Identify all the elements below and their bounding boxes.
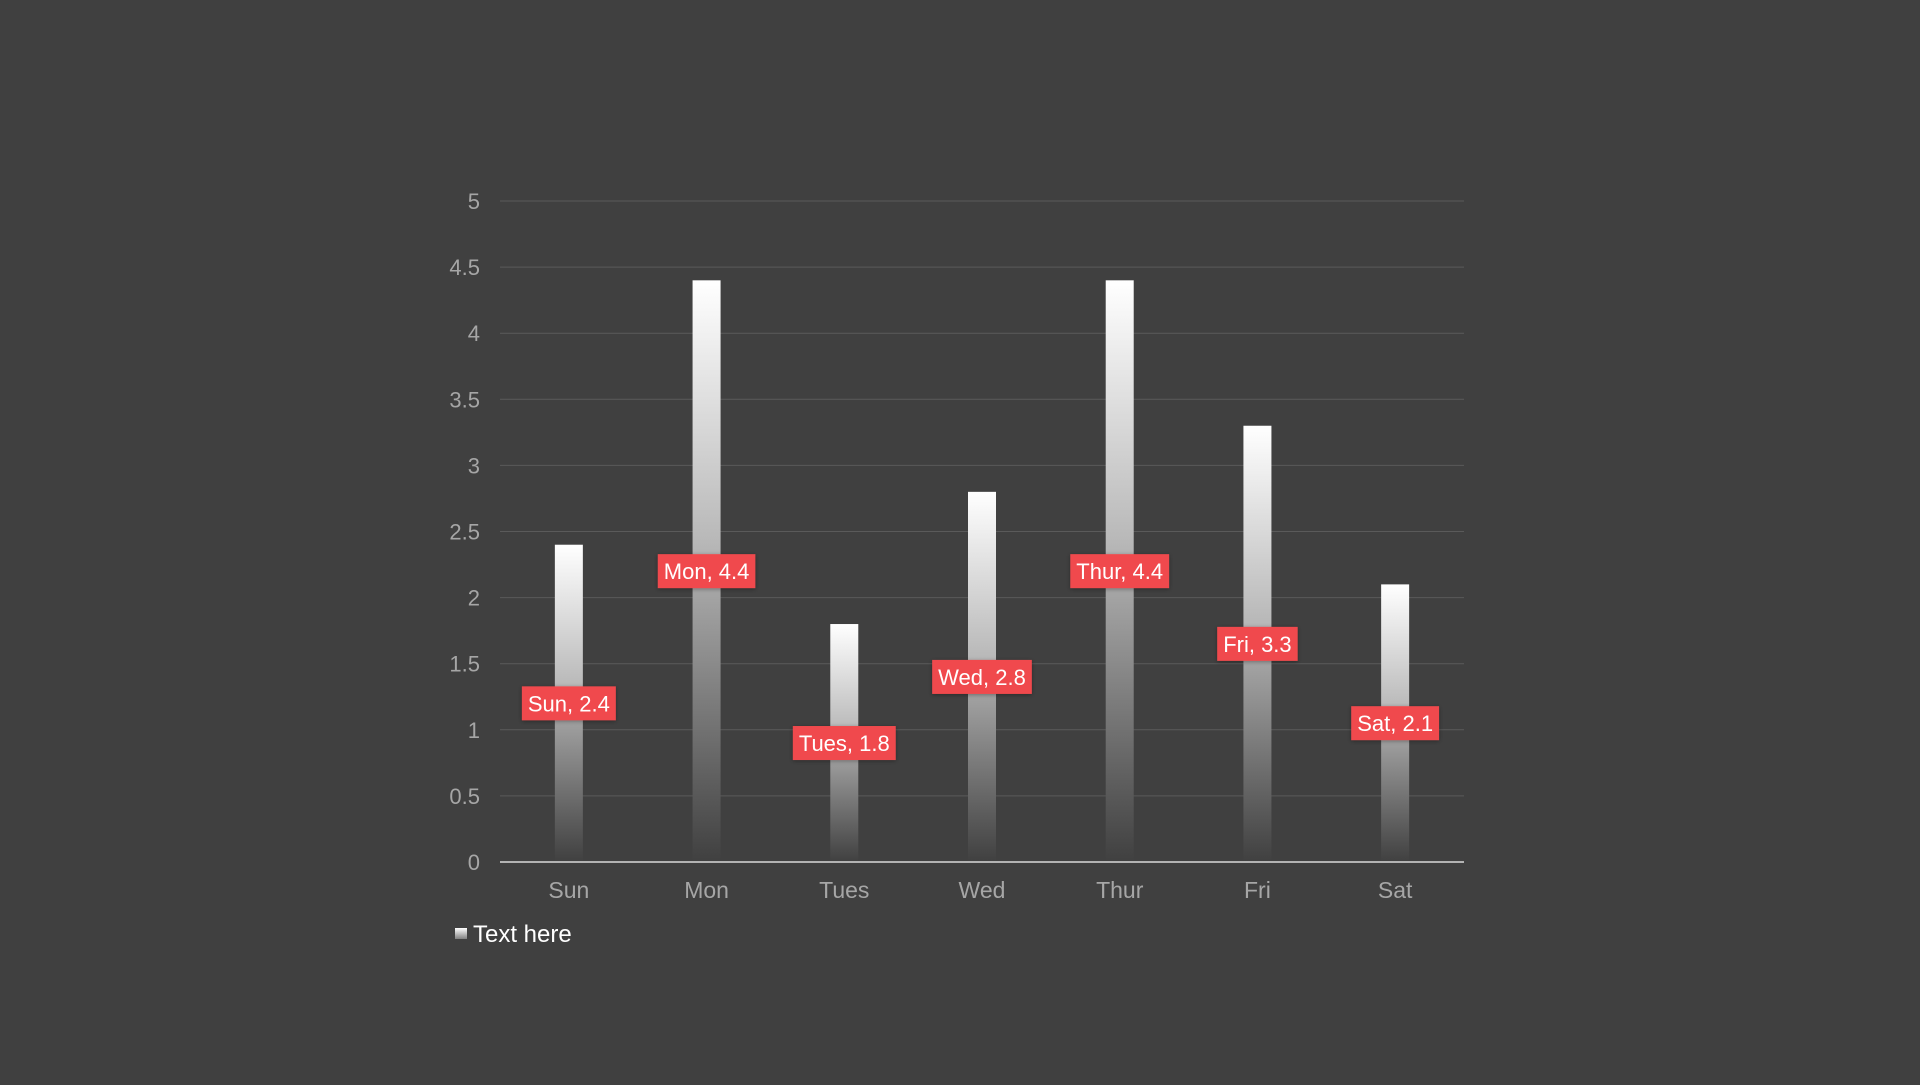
data-label-background: [1351, 706, 1440, 741]
data-label-mon: Mon, 4.4: [657, 554, 756, 589]
data-label-text: Mon, 4.4: [664, 559, 750, 584]
y-tick-label: 5: [468, 189, 480, 214]
data-label-fri: Fri, 3.3: [1217, 626, 1298, 661]
y-tick-label: 0.5: [449, 784, 480, 809]
y-tick-label: 1.5: [449, 652, 480, 677]
legend-swatch: [455, 928, 467, 939]
y-tick-label: 3.5: [449, 387, 480, 412]
data-labels: Sun, 2.4 Mon, 4.4 Tues, 1.8 Wed, 2.8 Thur, 4…: [521, 554, 1440, 761]
data-label-text: Fri, 3.3: [1223, 632, 1291, 657]
x-tick-label: Sun: [548, 877, 589, 903]
y-tick-label: 2.5: [449, 520, 480, 545]
data-label-background: [792, 726, 896, 761]
data-label-text: Thur, 4.4: [1076, 559, 1163, 584]
x-tick-label: Fri: [1244, 877, 1271, 903]
data-label-text: Sat, 2.1: [1357, 711, 1433, 736]
x-tick-label: Thur: [1096, 877, 1144, 903]
data-label-background: [932, 659, 1032, 694]
y-tick-label: 2: [468, 586, 480, 611]
y-tick-label: 1: [468, 718, 480, 743]
y-tick-label: 4.5: [449, 255, 480, 280]
data-label-sat: Sat, 2.1: [1351, 706, 1440, 741]
data-label-tues: Tues, 1.8: [792, 726, 896, 761]
x-tick-label: Sat: [1378, 877, 1413, 903]
x-tick-label: Tues: [819, 877, 869, 903]
y-tick-label: 3: [468, 453, 480, 478]
data-label-sun: Sun, 2.4: [521, 686, 616, 721]
data-label-background: [1217, 626, 1298, 661]
data-label-wed: Wed, 2.8: [932, 659, 1032, 694]
data-label-background: [1070, 554, 1170, 589]
data-label-background: [521, 686, 616, 721]
data-label-text: Wed, 2.8: [938, 665, 1026, 690]
x-tick-label: Mon: [684, 877, 729, 903]
data-label-text: Sun, 2.4: [528, 691, 610, 716]
y-axis-tick-labels: 0 0.5 1 1.5 2 2.5 3 3.5 4 4.5 5: [449, 189, 480, 875]
x-tick-label: Wed: [959, 877, 1006, 903]
data-label-text: Tues, 1.8: [799, 731, 890, 756]
legend-label: Text here: [473, 921, 572, 948]
y-tick-label: 4: [468, 321, 480, 346]
x-axis-tick-labels: Sun Mon Tues Wed Thur Fri Sat: [548, 877, 1413, 903]
data-label-thur: Thur, 4.4: [1070, 554, 1170, 589]
legend: Text here: [455, 921, 572, 948]
y-tick-label: 0: [468, 850, 480, 875]
data-label-background: [657, 554, 756, 589]
